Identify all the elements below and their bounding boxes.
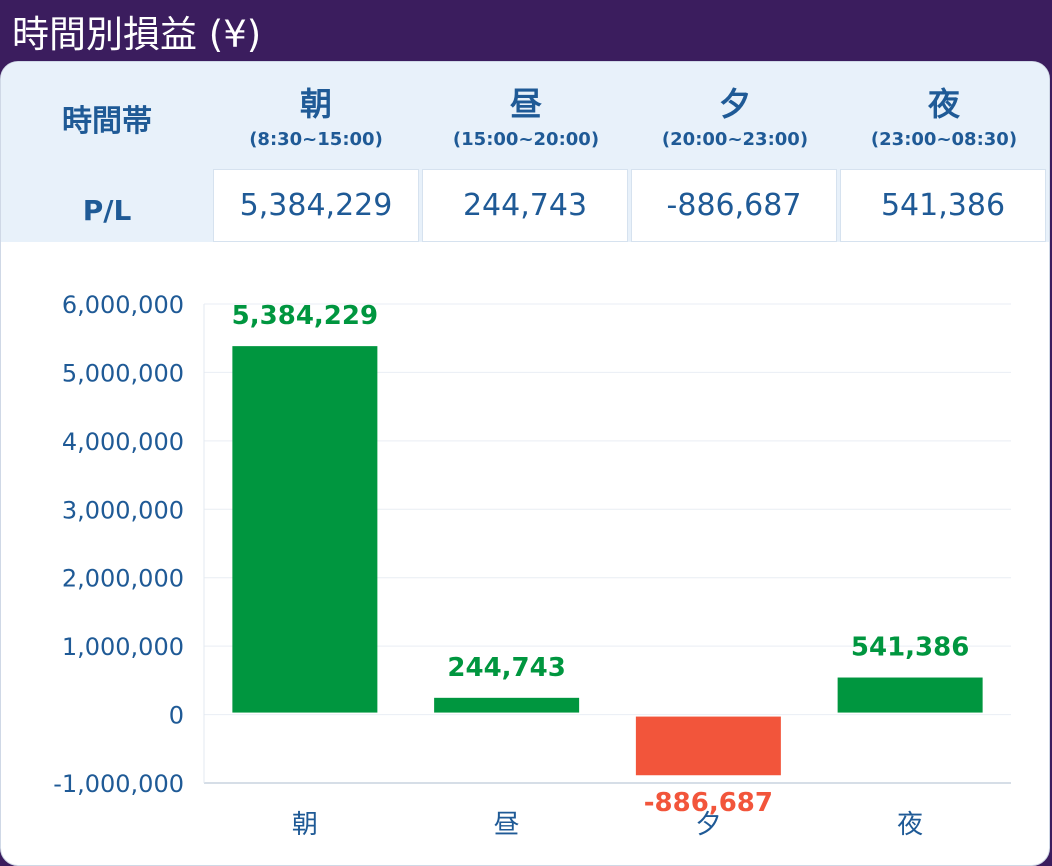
bar (232, 346, 378, 713)
column-header-evening: 夕 (20:00~23:00) (631, 82, 839, 152)
x-tick-label: 朝 (292, 810, 318, 840)
y-tick-label: -1,000,000 (53, 770, 184, 798)
column-name: 夕 (718, 85, 751, 123)
column-range: (20:00~23:00) (661, 129, 809, 150)
x-tick-label: 夜 (897, 810, 923, 840)
column-name: 朝 (299, 85, 332, 123)
column-header-morning: 朝 (8:30~15:00) (212, 82, 420, 152)
pl-value-night: 541,386 (840, 169, 1046, 242)
pl-row-header: P/L (82, 194, 132, 227)
pl-value-morning: 5,384,229 (213, 169, 419, 242)
y-tick-label: 6,000,000 (62, 291, 184, 319)
y-tick-label: 3,000,000 (62, 496, 184, 524)
x-tick-label: 夕 (695, 810, 721, 840)
bar (635, 716, 781, 776)
x-tick-label: 昼 (494, 810, 520, 840)
y-tick-label: 5,000,000 (62, 359, 184, 387)
pl-bar-chart: -1,000,000 0 1,000,000 2,000,000 3,000,000 4,… (53, 291, 1011, 840)
column-header-night: 夜 (23:00~08:30) (840, 82, 1048, 152)
title-bar: 時間別損益 (¥) (0, 0, 1052, 62)
data-label: -886,687 (644, 788, 773, 818)
column-header-noon: 昼 (15:00~20:00) (422, 82, 630, 152)
summary-table: 時間帯 P/L 朝 (8:30~15:00) 昼 (15:00~20:00) 夕… (1, 62, 1049, 242)
page-title: 時間別損益 (¥) (12, 13, 262, 56)
y-tick-label: 2,000,000 (62, 565, 184, 593)
y-tick-label: 1,000,000 (62, 633, 184, 661)
column-name: 夜 (927, 85, 960, 123)
data-label: 541,386 (851, 633, 969, 663)
pl-value-noon: 244,743 (422, 169, 628, 242)
time-period-header: 時間帯 (62, 104, 152, 139)
column-range: (8:30~15:00) (249, 129, 383, 150)
bar (837, 677, 983, 713)
bar (434, 697, 580, 713)
column-range: (15:00~20:00) (452, 129, 600, 150)
y-tick-label: 0 (169, 702, 184, 730)
pl-value-evening: -886,687 (631, 169, 837, 242)
data-label: 5,384,229 (232, 301, 378, 331)
data-label: 244,743 (447, 653, 565, 683)
column-name: 昼 (509, 85, 542, 123)
column-range: (23:00~08:30) (870, 129, 1018, 150)
pl-card: 時間帯 P/L 朝 (8:30~15:00) 昼 (15:00~20:00) 夕… (0, 61, 1050, 866)
y-tick-label: 4,000,000 (62, 428, 184, 456)
